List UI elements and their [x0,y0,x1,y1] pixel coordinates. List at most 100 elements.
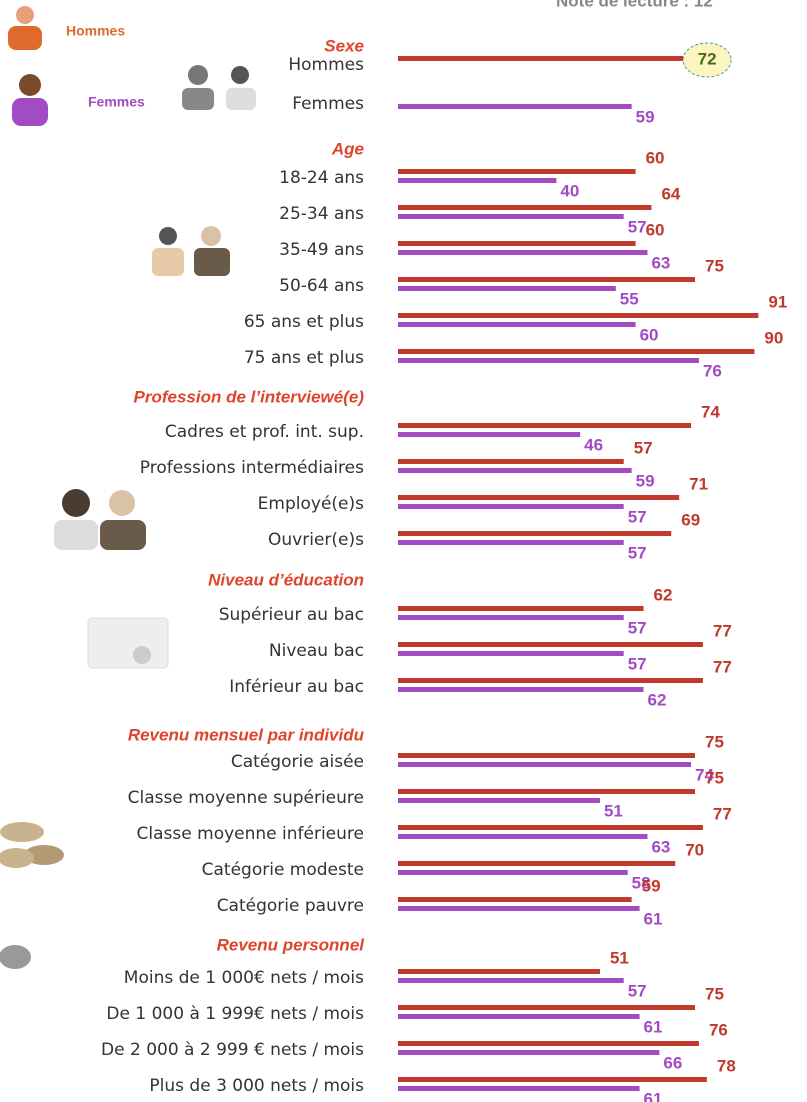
bar [398,606,644,611]
bar [398,825,703,830]
value-label: 69 [681,510,700,529]
bar [398,615,624,620]
bar [398,834,647,839]
bar [398,286,616,291]
category-label: Employé(e)s [258,494,364,514]
value-label: 57 [628,618,647,637]
bar [398,540,624,545]
value-label: 57 [628,981,647,1000]
category-label: De 1 000 à 1 999€ nets / mois [106,1004,364,1024]
legend-label: Hommes [66,23,125,39]
bar [398,214,624,219]
value-label: 76 [709,1020,728,1039]
value-label: 57 [628,543,647,562]
section-title: Age [331,139,364,158]
category-label: Catégorie modeste [202,860,364,880]
bar [398,358,699,363]
section-title: Profession de l’interviewé(e) [133,387,364,406]
category-label: 35-49 ans [279,240,364,260]
category-label: 18-24 ans [279,168,364,188]
category-label: Supérieur au bac [219,605,364,625]
section-title: Niveau d’éducation [208,570,364,589]
value-label: 63 [651,837,670,856]
category-label: 25-34 ans [279,204,364,224]
value-label: 61 [644,909,663,928]
bar [398,762,691,767]
legend-label: Femmes [88,94,145,110]
value-label: 59 [636,107,655,126]
bar [398,349,754,354]
value-label: 77 [713,657,732,676]
bar [398,104,632,109]
value-label: 57 [628,507,647,526]
value-label: 40 [560,181,579,200]
category-label: Plus de 3 000 nets / mois [149,1076,364,1096]
category-label: Femmes [292,94,364,114]
value-label: 77 [713,621,732,640]
bar [398,651,624,656]
bar [398,205,651,210]
value-label: 61 [644,1089,663,1102]
bar [398,978,624,983]
section-title: Sexe [324,36,364,55]
bar [398,906,640,911]
value-label: 75 [705,732,724,751]
bar [398,678,703,683]
bar [398,241,636,246]
value-label: 46 [584,435,603,454]
value-label: 90 [764,328,783,347]
value-label: 76 [703,361,722,380]
bar [398,423,691,428]
value-label: 70 [685,840,704,859]
bar [398,861,675,866]
value-label: 64 [661,184,680,203]
value-label: 71 [689,474,708,493]
bar [398,1005,695,1010]
category-label: 50-64 ans [279,276,364,296]
category-label: Catégorie aisée [231,752,364,772]
value-label: 77 [713,804,732,823]
note: Note de lecture : 12 [556,0,713,10]
value-label: 57 [628,217,647,236]
value-label: 60 [646,220,665,239]
value-label: 55 [620,289,639,308]
category-label: Classe moyenne supérieure [128,788,364,808]
value-label: 57 [634,438,653,457]
value-label: 72 [698,49,717,68]
value-label: 62 [648,690,667,709]
bar [398,531,671,536]
category-label: Ouvrier(e)s [268,530,364,550]
value-label: 78 [717,1056,736,1075]
value-label: 62 [654,585,673,604]
category-label: Classe moyenne inférieure [137,824,364,844]
bar [398,753,695,758]
category-label: Cadres et prof. int. sup. [165,422,364,442]
bar [398,169,636,174]
value-label: 59 [642,876,661,895]
value-label: 75 [705,984,724,1003]
bar [398,1014,640,1019]
category-label: 75 ans et plus [244,348,364,368]
bar [398,250,647,255]
value-label: 91 [768,292,787,311]
bar [398,870,628,875]
value-label: 59 [636,471,655,490]
value-label: 75 [705,768,724,787]
category-label: Inférieur au bac [229,677,364,697]
chart: Note de lecture : 12 HommesFemmesSexeHom… [0,0,807,1102]
bar [398,897,632,902]
value-label: 51 [610,948,629,967]
bar [398,56,683,61]
bar [398,642,703,647]
bar [398,504,624,509]
value-label: 61 [644,1017,663,1036]
bar [398,969,600,974]
value-label: 75 [705,256,724,275]
bar [398,313,758,318]
category-label: Catégorie pauvre [217,896,364,916]
value-label: 63 [651,253,670,272]
bar [398,178,556,183]
value-label: 66 [663,1053,682,1072]
bar [398,789,695,794]
category-label: De 2 000 à 2 999 € nets / mois [101,1040,364,1060]
